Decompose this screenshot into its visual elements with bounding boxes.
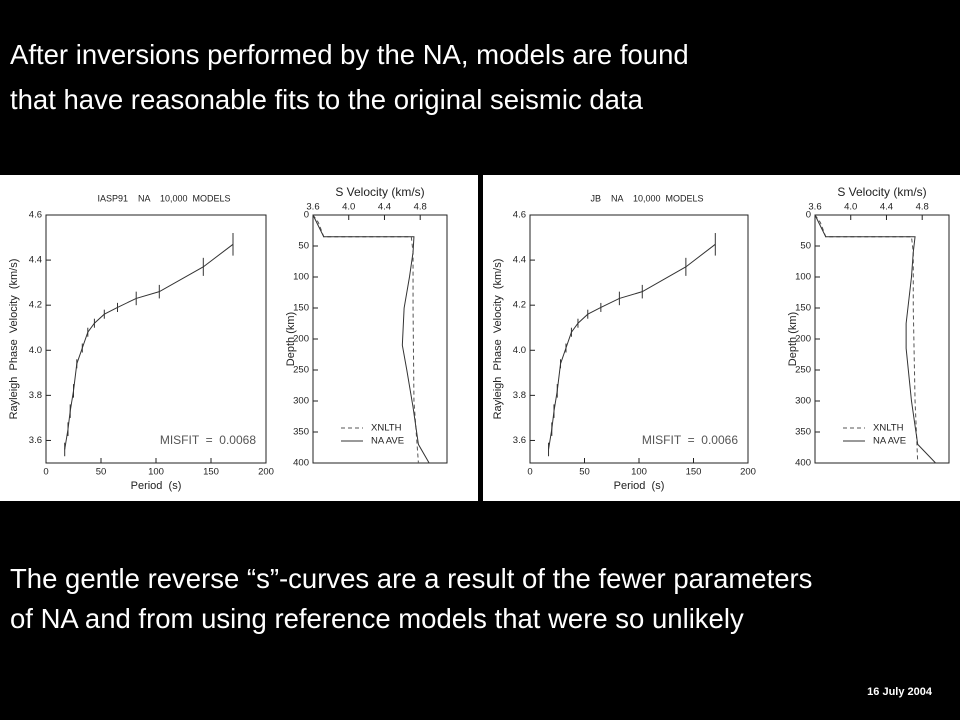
y-tick-label: 250 xyxy=(293,365,309,376)
x-tick-label: 4.0 xyxy=(844,202,857,213)
y-axis-label: Rayleigh Phase Velocity (km/s) xyxy=(8,259,20,420)
x-tick-label: 200 xyxy=(258,467,274,478)
x-tick-label: 200 xyxy=(740,467,756,478)
series-line xyxy=(64,243,234,450)
x-tick-label: 4.8 xyxy=(916,202,929,213)
y-tick-label: 3.6 xyxy=(513,435,526,446)
y-tick-label: 100 xyxy=(293,272,309,283)
x-tick-label: 4.4 xyxy=(880,202,893,213)
title-line: After inversions performed by the NA, mo… xyxy=(10,39,689,70)
figure-panel xyxy=(483,175,960,501)
x-tick-label: 4.8 xyxy=(414,202,427,213)
x-tick-label: 0 xyxy=(43,467,48,478)
legend-label: NA AVE xyxy=(873,436,906,447)
series-line xyxy=(312,214,419,464)
y-tick-label: 250 xyxy=(795,365,811,376)
y-tick-label: 300 xyxy=(795,396,811,407)
legend-label: XNLTH xyxy=(873,423,904,434)
x-tick-label: 4.0 xyxy=(342,202,355,213)
figure-panel xyxy=(0,175,478,501)
y-tick-label: 3.6 xyxy=(29,435,42,446)
y-tick-label: 150 xyxy=(293,303,309,314)
misfit-annotation: MISFIT = 0.0068 xyxy=(160,433,256,447)
body-line: of NA and from using reference models th… xyxy=(10,603,744,634)
y-tick-label: 4.2 xyxy=(513,300,526,311)
y-tick-label: 100 xyxy=(795,272,811,283)
y-tick-label: 350 xyxy=(293,427,309,438)
y-tick-label: 4.4 xyxy=(29,255,42,266)
y-tick-label: 0 xyxy=(806,210,811,221)
x-axis-label: S Velocity (km/s) xyxy=(837,185,926,199)
chart-title: IASP91 NA 10,000 MODELS xyxy=(97,193,230,203)
x-axis-label: Period (s) xyxy=(614,480,665,492)
x-tick-label: 3.6 xyxy=(808,202,821,213)
x-tick-label: 50 xyxy=(579,467,590,478)
date: 16 July 2004 xyxy=(867,686,932,698)
y-tick-label: 400 xyxy=(293,458,309,469)
x-axis-label: Period (s) xyxy=(131,480,182,492)
y-tick-label: 4.6 xyxy=(29,210,42,221)
x-tick-label: 150 xyxy=(203,467,219,478)
x-tick-label: 100 xyxy=(148,467,164,478)
y-axis-label: Depth (km) xyxy=(285,312,297,366)
y-tick-label: 200 xyxy=(293,334,309,345)
body-line: The gentle reverse “s”-curves are a resu… xyxy=(10,563,813,594)
legend-label: NA AVE xyxy=(371,436,404,447)
y-tick-label: 4.6 xyxy=(513,210,526,221)
title-line: that have reasonable fits to the origina… xyxy=(10,84,643,115)
legend-label: XNLTH xyxy=(371,423,402,434)
y-tick-label: 350 xyxy=(795,427,811,438)
series-line xyxy=(548,243,716,450)
series-line xyxy=(312,214,430,464)
x-tick-label: 150 xyxy=(686,467,702,478)
y-tick-label: 300 xyxy=(293,396,309,407)
y-tick-label: 4.0 xyxy=(513,345,526,356)
misfit-annotation: MISFIT = 0.0066 xyxy=(642,433,738,447)
y-tick-label: 150 xyxy=(795,303,811,314)
y-tick-label: 0 xyxy=(304,210,309,221)
chart-title: JB NA 10,000 MODELS xyxy=(590,193,703,203)
y-axis-label: Rayleigh Phase Velocity (km/s) xyxy=(492,259,504,420)
x-tick-label: 0 xyxy=(527,467,532,478)
series-line xyxy=(814,214,919,464)
y-tick-label: 50 xyxy=(800,241,811,252)
y-tick-label: 50 xyxy=(298,241,309,252)
y-tick-label: 3.8 xyxy=(513,390,526,401)
x-tick-label: 4.4 xyxy=(378,202,391,213)
x-tick-label: 100 xyxy=(631,467,647,478)
y-tick-label: 4.0 xyxy=(29,345,42,356)
x-tick-label: 50 xyxy=(96,467,107,478)
y-tick-label: 3.8 xyxy=(29,390,42,401)
series-line xyxy=(814,214,936,464)
y-tick-label: 4.4 xyxy=(513,255,526,266)
y-axis-label: Depth (km) xyxy=(787,312,799,366)
y-tick-label: 200 xyxy=(795,334,811,345)
y-tick-label: 400 xyxy=(795,458,811,469)
x-tick-label: 3.6 xyxy=(306,202,319,213)
x-axis-label: S Velocity (km/s) xyxy=(335,185,424,199)
y-tick-label: 4.2 xyxy=(29,300,42,311)
